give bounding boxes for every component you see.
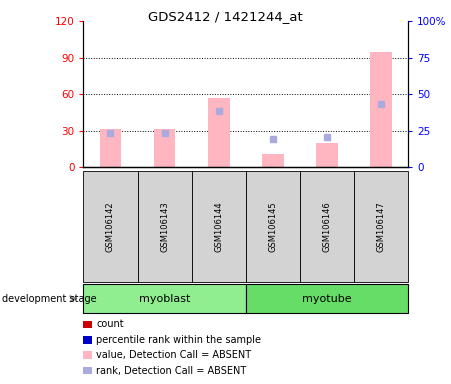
Text: rank, Detection Call = ABSENT: rank, Detection Call = ABSENT: [96, 366, 246, 376]
Text: GDS2412 / 1421244_at: GDS2412 / 1421244_at: [148, 10, 303, 23]
Text: myoblast: myoblast: [139, 293, 190, 304]
Text: GSM106143: GSM106143: [160, 201, 169, 252]
Text: count: count: [96, 319, 124, 329]
Text: percentile rank within the sample: percentile rank within the sample: [96, 335, 261, 345]
Bar: [154, 129, 175, 167]
Bar: [100, 129, 121, 167]
Text: myotube: myotube: [302, 293, 352, 304]
Bar: [208, 98, 230, 167]
Text: value, Detection Call = ABSENT: value, Detection Call = ABSENT: [96, 350, 251, 360]
Bar: [370, 51, 392, 167]
Text: GSM106147: GSM106147: [377, 201, 386, 252]
Text: GSM106145: GSM106145: [268, 201, 277, 252]
Text: GSM106142: GSM106142: [106, 201, 115, 252]
Text: GSM106144: GSM106144: [214, 201, 223, 252]
Bar: [262, 154, 284, 167]
Text: development stage: development stage: [2, 294, 97, 304]
Bar: [316, 143, 338, 167]
Text: GSM106146: GSM106146: [322, 201, 331, 252]
